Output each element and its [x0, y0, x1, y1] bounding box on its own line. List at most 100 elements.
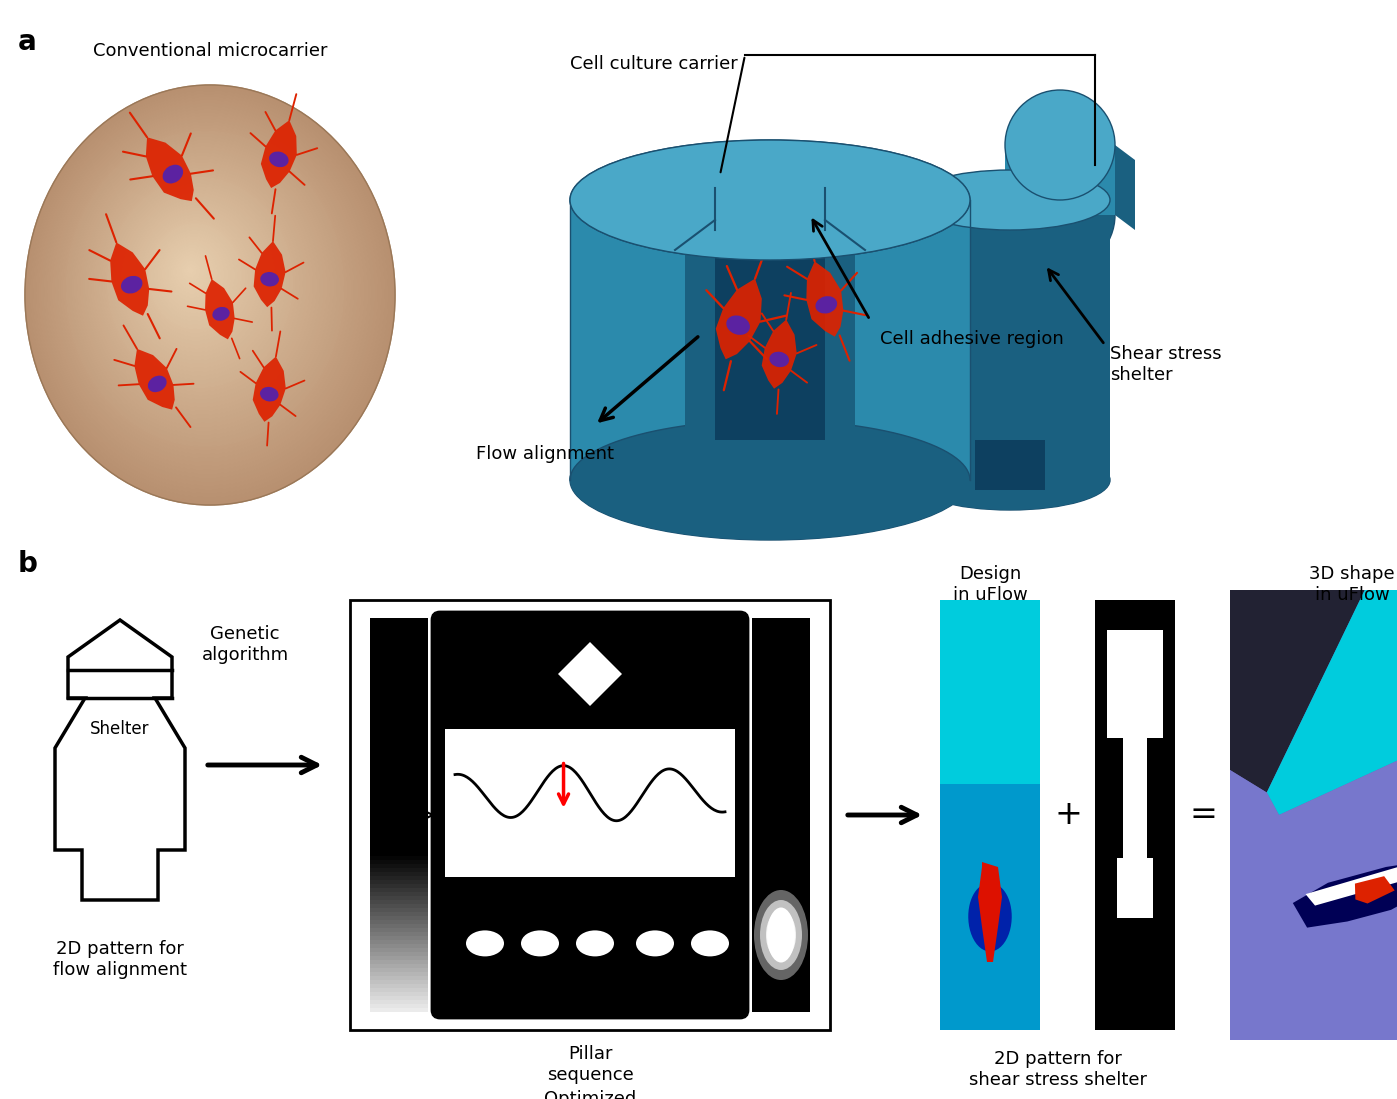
Bar	[370, 952, 427, 956]
Ellipse shape	[726, 315, 750, 335]
Ellipse shape	[42, 103, 374, 481]
Polygon shape	[54, 620, 184, 900]
Bar	[1106, 630, 1162, 737]
Text: b: b	[18, 550, 38, 578]
Polygon shape	[1115, 145, 1134, 230]
Ellipse shape	[68, 134, 341, 442]
Ellipse shape	[212, 307, 229, 321]
Bar	[370, 996, 427, 1000]
Ellipse shape	[570, 420, 970, 540]
Ellipse shape	[154, 230, 235, 321]
Ellipse shape	[56, 119, 358, 462]
Ellipse shape	[47, 110, 367, 474]
Polygon shape	[253, 356, 286, 422]
Ellipse shape	[760, 900, 802, 970]
Bar	[1123, 737, 1147, 858]
Ellipse shape	[570, 140, 970, 260]
Bar	[940, 600, 1039, 784]
Ellipse shape	[141, 214, 251, 341]
Text: 2D pattern for
flow alignment: 2D pattern for flow alignment	[53, 940, 187, 979]
Bar	[370, 992, 427, 996]
Ellipse shape	[102, 171, 299, 396]
Ellipse shape	[25, 85, 395, 506]
Ellipse shape	[99, 168, 303, 399]
Ellipse shape	[576, 931, 615, 956]
Ellipse shape	[467, 931, 504, 956]
Ellipse shape	[63, 129, 348, 451]
Bar	[370, 904, 427, 908]
Ellipse shape	[1004, 90, 1115, 200]
Bar	[370, 872, 427, 876]
Bar	[370, 861, 427, 864]
Ellipse shape	[636, 931, 673, 956]
Text: a: a	[18, 27, 36, 56]
Text: Pillar
sequence: Pillar sequence	[546, 1045, 633, 1084]
Text: 3D shape
in uFlow: 3D shape in uFlow	[1309, 565, 1394, 603]
Bar	[370, 972, 427, 976]
Ellipse shape	[127, 199, 268, 360]
Ellipse shape	[147, 221, 244, 333]
Bar	[370, 961, 427, 964]
Polygon shape	[826, 190, 855, 460]
Ellipse shape	[130, 202, 265, 356]
Ellipse shape	[105, 175, 296, 391]
Ellipse shape	[1004, 160, 1115, 270]
FancyBboxPatch shape	[434, 614, 746, 735]
Ellipse shape	[108, 178, 292, 388]
Bar	[370, 864, 427, 868]
Polygon shape	[915, 190, 965, 490]
Ellipse shape	[31, 91, 388, 497]
Ellipse shape	[156, 233, 231, 317]
Bar	[370, 976, 427, 980]
Ellipse shape	[91, 159, 313, 411]
Polygon shape	[978, 862, 1002, 962]
Polygon shape	[1355, 876, 1394, 903]
Bar	[370, 618, 427, 1012]
Bar	[370, 884, 427, 888]
FancyBboxPatch shape	[432, 612, 747, 1018]
Text: Cell adhesive region: Cell adhesive region	[880, 330, 1063, 348]
Polygon shape	[715, 279, 761, 359]
Ellipse shape	[176, 255, 207, 289]
Polygon shape	[261, 120, 296, 188]
Ellipse shape	[50, 113, 365, 469]
Polygon shape	[909, 200, 1111, 510]
Bar	[370, 964, 427, 968]
Ellipse shape	[770, 352, 789, 367]
Text: Shear stress
shelter: Shear stress shelter	[1111, 345, 1221, 384]
Ellipse shape	[148, 224, 242, 329]
Polygon shape	[570, 140, 970, 480]
Ellipse shape	[82, 149, 323, 423]
Ellipse shape	[182, 260, 200, 281]
Ellipse shape	[34, 95, 384, 493]
Ellipse shape	[260, 387, 278, 401]
Ellipse shape	[80, 146, 327, 426]
Ellipse shape	[168, 245, 218, 301]
Bar	[370, 880, 427, 884]
Bar	[1229, 590, 1397, 1040]
Text: Conventional microcarrier: Conventional microcarrier	[92, 42, 327, 60]
Bar	[370, 912, 427, 915]
Bar	[370, 944, 427, 948]
Ellipse shape	[767, 908, 795, 963]
Bar	[370, 920, 427, 924]
Text: 2D pattern for
shear stress shelter: 2D pattern for shear stress shelter	[970, 1050, 1147, 1089]
Bar	[351, 600, 830, 1030]
Ellipse shape	[144, 218, 249, 336]
Ellipse shape	[96, 165, 306, 403]
Ellipse shape	[521, 931, 559, 956]
Ellipse shape	[909, 170, 1111, 230]
Polygon shape	[806, 262, 844, 336]
Ellipse shape	[151, 226, 237, 325]
Text: =: =	[1189, 799, 1217, 832]
Bar	[370, 924, 427, 928]
Ellipse shape	[162, 165, 183, 184]
Polygon shape	[915, 175, 995, 190]
Ellipse shape	[766, 910, 796, 961]
Bar	[446, 877, 735, 1010]
Bar	[370, 940, 427, 944]
Text: Shelter: Shelter	[91, 720, 149, 739]
Polygon shape	[205, 279, 235, 340]
Ellipse shape	[77, 144, 330, 431]
Bar	[370, 968, 427, 972]
